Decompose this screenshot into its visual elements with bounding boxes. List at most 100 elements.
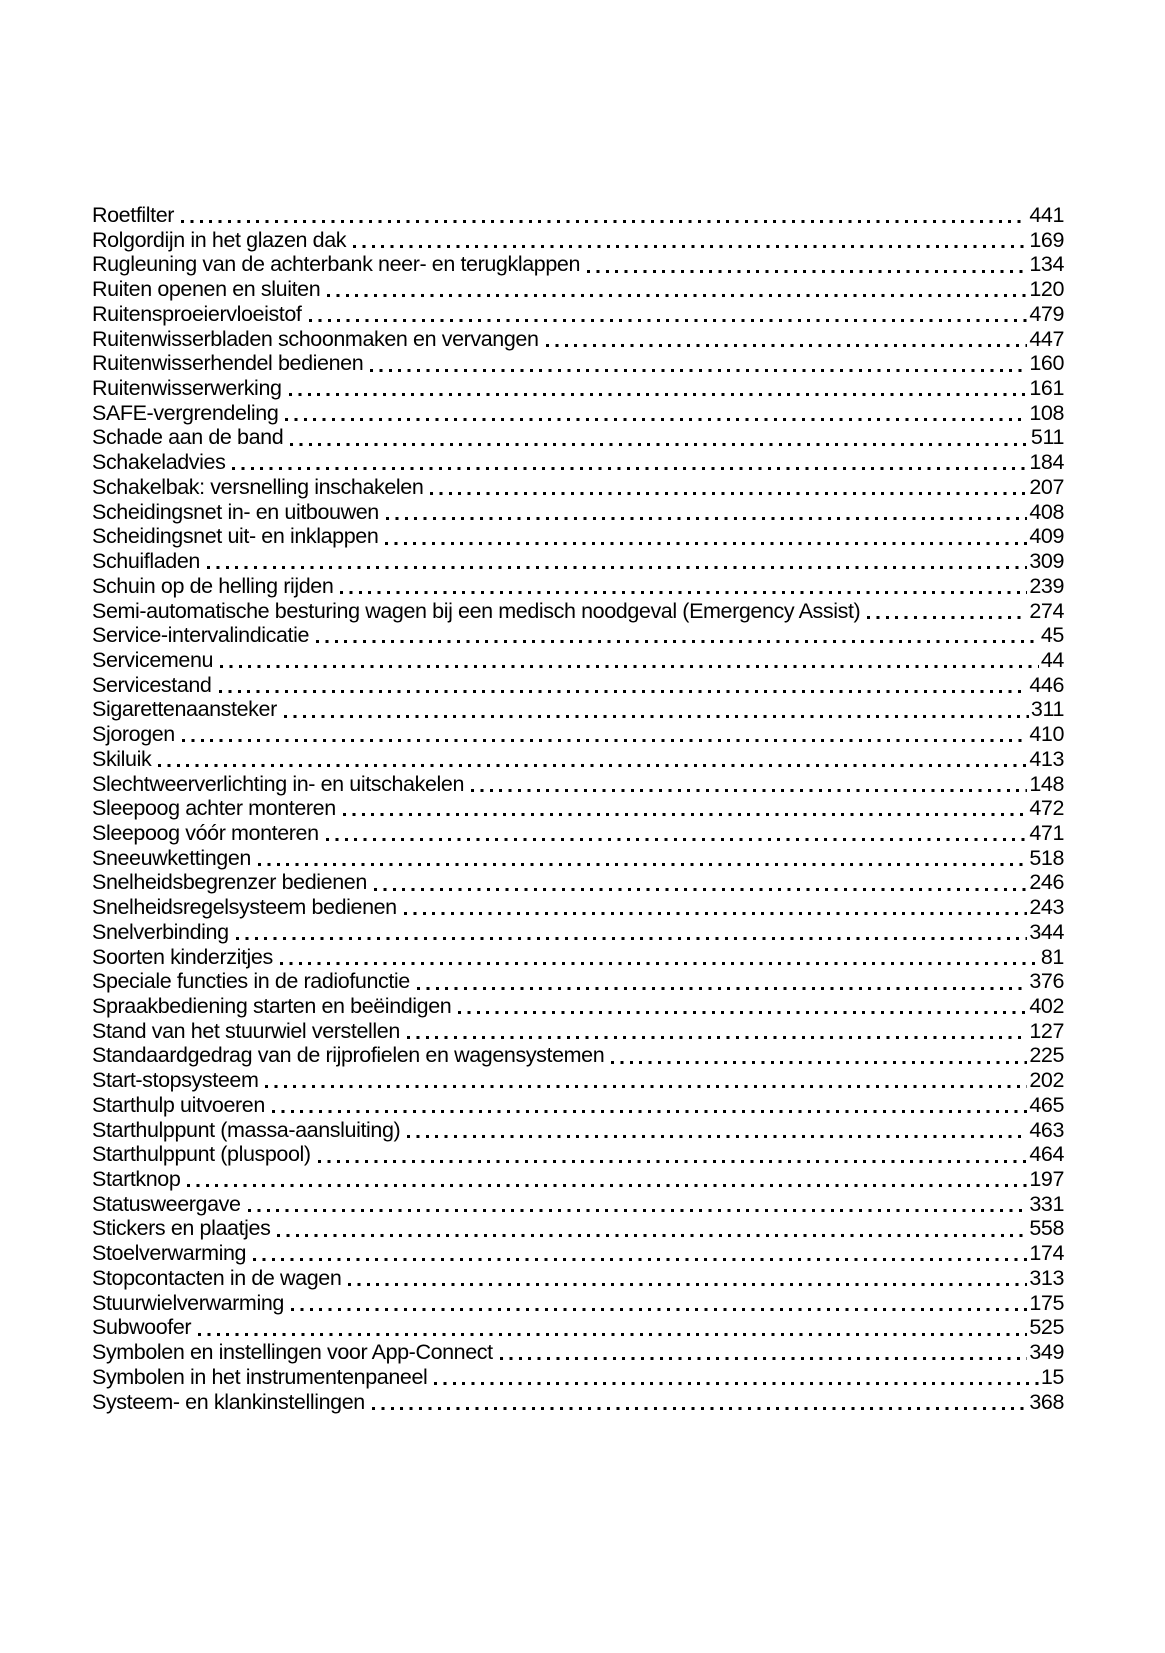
page-number: 134: [1029, 252, 1064, 277]
page-number: 207: [1029, 474, 1064, 499]
index-row: Sneeuwkettingen 518: [92, 846, 1064, 871]
dot-leader: [277, 1233, 1028, 1237]
dot-leader: [434, 1382, 1039, 1385]
index-entry-label: Starthulppunt (massa-aansluiting): [92, 1117, 401, 1142]
dot-leader: [471, 788, 1028, 792]
index-entry-label: Systeem- en klankinstellingen: [92, 1389, 365, 1414]
page-number: 15: [1040, 1364, 1065, 1389]
page-number: 313: [1029, 1265, 1064, 1290]
index-row: Sleepoog achter monteren 472: [92, 796, 1064, 821]
index-entry-label: Spraakbediening starten en beëindigen: [92, 994, 452, 1018]
dot-leader: [290, 442, 1029, 446]
index-entry-label: Ruitenwisserwerking: [92, 376, 282, 401]
dot-leader: [285, 417, 1028, 421]
index-entry-label: Rolgordijn in het glazen dak: [92, 227, 347, 252]
page-number: 148: [1029, 771, 1064, 796]
dot-leader: [235, 937, 1028, 941]
index-row: Ruitenwisserhendel bedienen 160: [92, 351, 1064, 376]
index-entry-label: Ruitensproeiervloeistof: [92, 301, 302, 326]
index-entry-label: Sigarettenaansteker: [92, 697, 277, 722]
index-entry-label: Startknop: [92, 1167, 181, 1192]
page-number: 463: [1029, 1117, 1064, 1142]
index-entry-label: Stopcontacten in de wagen: [92, 1265, 342, 1290]
index-row: Schakeladvies 184: [92, 450, 1064, 475]
page-number: 518: [1029, 845, 1064, 870]
index-entry-label: Sjorogen: [92, 722, 175, 747]
index-entry-label: SAFE-vergrendeling: [92, 400, 279, 425]
dot-leader: [279, 961, 1039, 965]
index-entry-label: Rugleuning van de achterbank neer- en te…: [92, 252, 581, 277]
page-number: 525: [1029, 1315, 1064, 1340]
index-row: Schuifladen 309: [92, 549, 1064, 574]
page-number: 309: [1029, 549, 1064, 574]
dot-leader: [430, 492, 1028, 496]
index-row: Stopcontacten in de wagen 313: [92, 1266, 1064, 1291]
index-row: Startknop 197: [92, 1167, 1064, 1192]
page-number: 408: [1029, 499, 1064, 524]
index-entry-label: Schakelbak: versnelling inschakelen: [92, 474, 424, 499]
dot-leader: [348, 1283, 1028, 1287]
dot-leader: [325, 838, 1028, 842]
index-row: Slechtweerverlichting in- en uitschakele…: [92, 772, 1064, 797]
dot-leader: [265, 1085, 1028, 1089]
page-number: 472: [1029, 796, 1064, 821]
dot-leader: [385, 516, 1028, 520]
dot-leader: [181, 220, 1028, 224]
page-number: 471: [1029, 820, 1064, 845]
index-row: Sigarettenaansteker 311: [92, 697, 1064, 722]
dot-leader: [416, 986, 1028, 990]
page-number: 464: [1029, 1142, 1064, 1167]
dot-leader: [218, 689, 1028, 693]
page-number: 511: [1030, 425, 1064, 450]
dot-leader: [587, 269, 1028, 273]
dot-leader: [867, 615, 1028, 619]
dot-leader: [545, 343, 1028, 347]
dot-leader: [373, 887, 1028, 891]
index-entry-label: Stuurwielverwarming: [92, 1290, 284, 1315]
index-list: Roetfilter 441 Rolgordijn in het glazen …: [92, 203, 1064, 1414]
page-number: 311: [1030, 697, 1064, 722]
page-number: 160: [1029, 351, 1064, 376]
index-row: Servicemenu 44: [92, 648, 1064, 673]
index-row: Service-intervalindicatie 45: [92, 623, 1064, 648]
dot-leader: [253, 1258, 1028, 1262]
page-number: 441: [1029, 203, 1064, 227]
dot-leader: [353, 244, 1028, 248]
index-row: Ruitenwisserwerking 161: [92, 376, 1064, 401]
page-number: 202: [1029, 1068, 1064, 1093]
index-row: Standaardgedrag van de rijprofielen en w…: [92, 1043, 1064, 1068]
index-entry-label: Symbolen in het instrumentenpaneel: [92, 1364, 428, 1389]
index-entry-label: Start-stopsysteem: [92, 1068, 259, 1093]
index-row: Starthulp uitvoeren 465: [92, 1093, 1064, 1118]
dot-leader: [220, 665, 1039, 669]
page-number: 246: [1029, 870, 1064, 895]
index-row: Systeem- en klankinstellingen 368: [92, 1390, 1064, 1415]
index-row: Ruiten openen en sluiten 120: [92, 277, 1064, 302]
index-entry-label: Slechtweerverlichting in- en uitschakele…: [92, 771, 464, 796]
index-row: Statusweergave 331: [92, 1192, 1064, 1217]
dot-leader: [232, 467, 1028, 471]
index-row: Speciale functies in de radiofunctie 376: [92, 969, 1064, 994]
index-entry-label: Service-intervalindicatie: [92, 623, 310, 648]
page-number: 331: [1029, 1191, 1064, 1216]
dot-leader: [403, 912, 1028, 916]
index-row: Symbolen in het instrumentenpaneel 15: [92, 1365, 1064, 1390]
index-entry-label: Snelverbinding: [92, 919, 229, 944]
dot-leader: [340, 591, 1028, 594]
index-entry-label: Servicestand: [92, 672, 212, 697]
dot-leader: [198, 1332, 1028, 1336]
page-number: 175: [1029, 1290, 1064, 1315]
index-row: Snelheidsregelsysteem bedienen 243: [92, 895, 1064, 920]
index-entry-label: Sleepoog vóór monteren: [92, 820, 319, 845]
index-row: Starthulppunt (massa-aansluiting) 463: [92, 1118, 1064, 1143]
dot-leader: [308, 319, 1028, 323]
page-number: 169: [1029, 227, 1064, 252]
index-entry-label: Ruitenwisserhendel bedienen: [92, 351, 364, 376]
index-entry-label: Stoelverwarming: [92, 1241, 247, 1266]
index-entry-label: Starthulppunt (pluspool): [92, 1142, 311, 1167]
index-entry-label: Stand van het stuurwiel verstellen: [92, 1018, 400, 1043]
index-entry-label: Starthulp uitvoeren: [92, 1092, 265, 1117]
dot-leader: [342, 813, 1028, 817]
page-number: 225: [1029, 1043, 1064, 1068]
